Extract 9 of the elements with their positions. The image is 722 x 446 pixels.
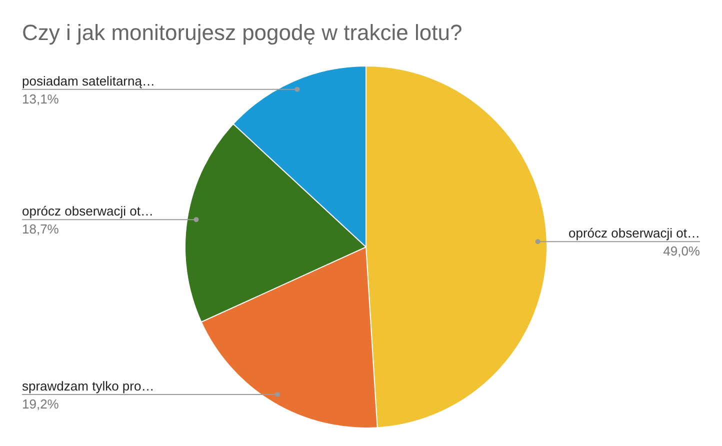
data-label: 49,0% xyxy=(663,244,700,259)
data-label: 18,7% xyxy=(22,222,60,237)
chart-title: Czy i jak monitorujesz pogodę w trakcie lotu? xyxy=(22,20,462,46)
slice-label: posiadam satelitarną… xyxy=(22,73,155,88)
slice-label: sprawdzam tylko pro… xyxy=(22,378,154,394)
slice-label: oprócz obserwacji ot… xyxy=(22,204,154,219)
slice-label: oprócz obserwacji ot… xyxy=(568,226,700,241)
data-label: 13,1% xyxy=(22,91,60,106)
data-label: 19,2% xyxy=(22,396,60,412)
